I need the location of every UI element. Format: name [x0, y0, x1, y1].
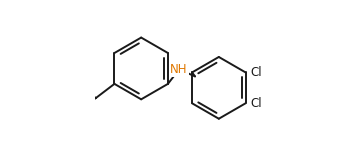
- Text: NH: NH: [170, 63, 188, 76]
- Text: Cl: Cl: [250, 97, 262, 110]
- Text: Cl: Cl: [250, 66, 262, 79]
